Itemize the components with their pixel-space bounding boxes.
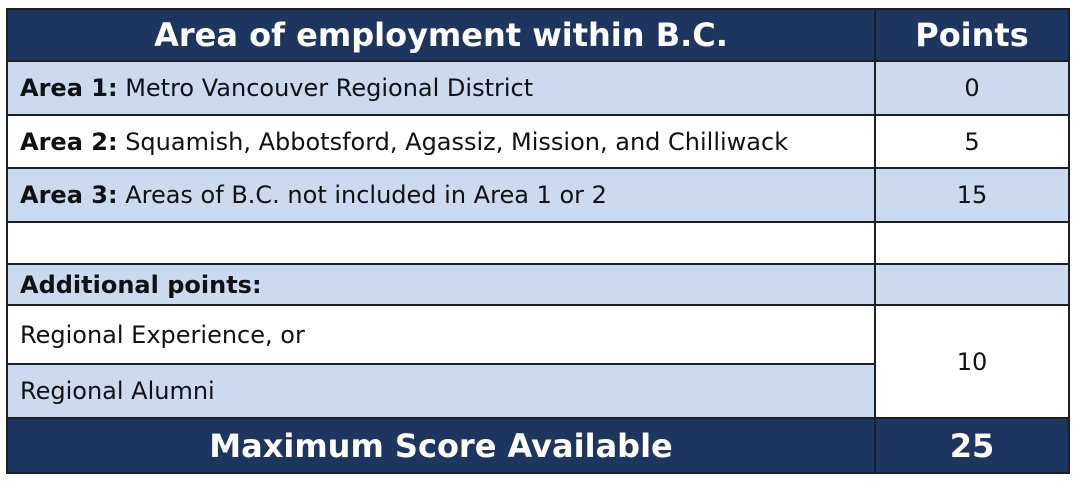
points-value: 0 [964, 74, 980, 102]
additional-item: Regional Experience, or [8, 306, 876, 363]
points-column-header: Points [915, 16, 1029, 54]
table-row: Area 2: Squamish, Abbotsford, Agassiz, M… [8, 116, 1068, 169]
empty-row [8, 223, 1068, 265]
area-cell: Area 1: Metro Vancouver Regional Distric… [8, 62, 876, 114]
empty-cell [876, 223, 1068, 263]
table-header: Area of employment within B.C. Points [8, 10, 1068, 62]
table-row: Area 1: Metro Vancouver Regional Distric… [8, 62, 1068, 116]
area-description: Squamish, Abbotsford, Agassiz, Mission, … [125, 127, 789, 156]
points-table: Area of employment within B.C. Points Ar… [6, 8, 1070, 474]
area-description: Areas of B.C. not included in Area 1 or … [125, 181, 607, 209]
area-label: Area 1: [20, 74, 118, 102]
empty-cell [876, 265, 1068, 304]
table-footer: Maximum Score Available 25 [8, 417, 1068, 472]
additional-item: Regional Alumni [8, 365, 876, 417]
points-value: 15 [956, 181, 988, 209]
points-value: 5 [964, 127, 980, 156]
table-row: Regional Alumni [8, 365, 878, 417]
empty-cell [8, 223, 876, 263]
additional-points-title: Additional points: [8, 265, 876, 304]
additional-points-value: 10 [876, 306, 1068, 417]
additional-points-row: Additional points: [8, 265, 1068, 306]
area-cell: Area 3: Areas of B.C. not included in Ar… [8, 169, 876, 221]
area-label: Area 2: [20, 127, 118, 156]
max-score-value: 25 [949, 426, 995, 465]
area-cell: Area 2: Squamish, Abbotsford, Agassiz, M… [8, 116, 876, 167]
table-row: Regional Experience, or [8, 306, 878, 365]
table-row: Area 3: Areas of B.C. not included in Ar… [8, 169, 1068, 223]
area-description: Metro Vancouver Regional District [125, 74, 534, 102]
area-label: Area 3: [20, 181, 118, 209]
area-column-header: Area of employment within B.C. [8, 10, 876, 60]
max-score-label: Maximum Score Available [8, 419, 876, 472]
